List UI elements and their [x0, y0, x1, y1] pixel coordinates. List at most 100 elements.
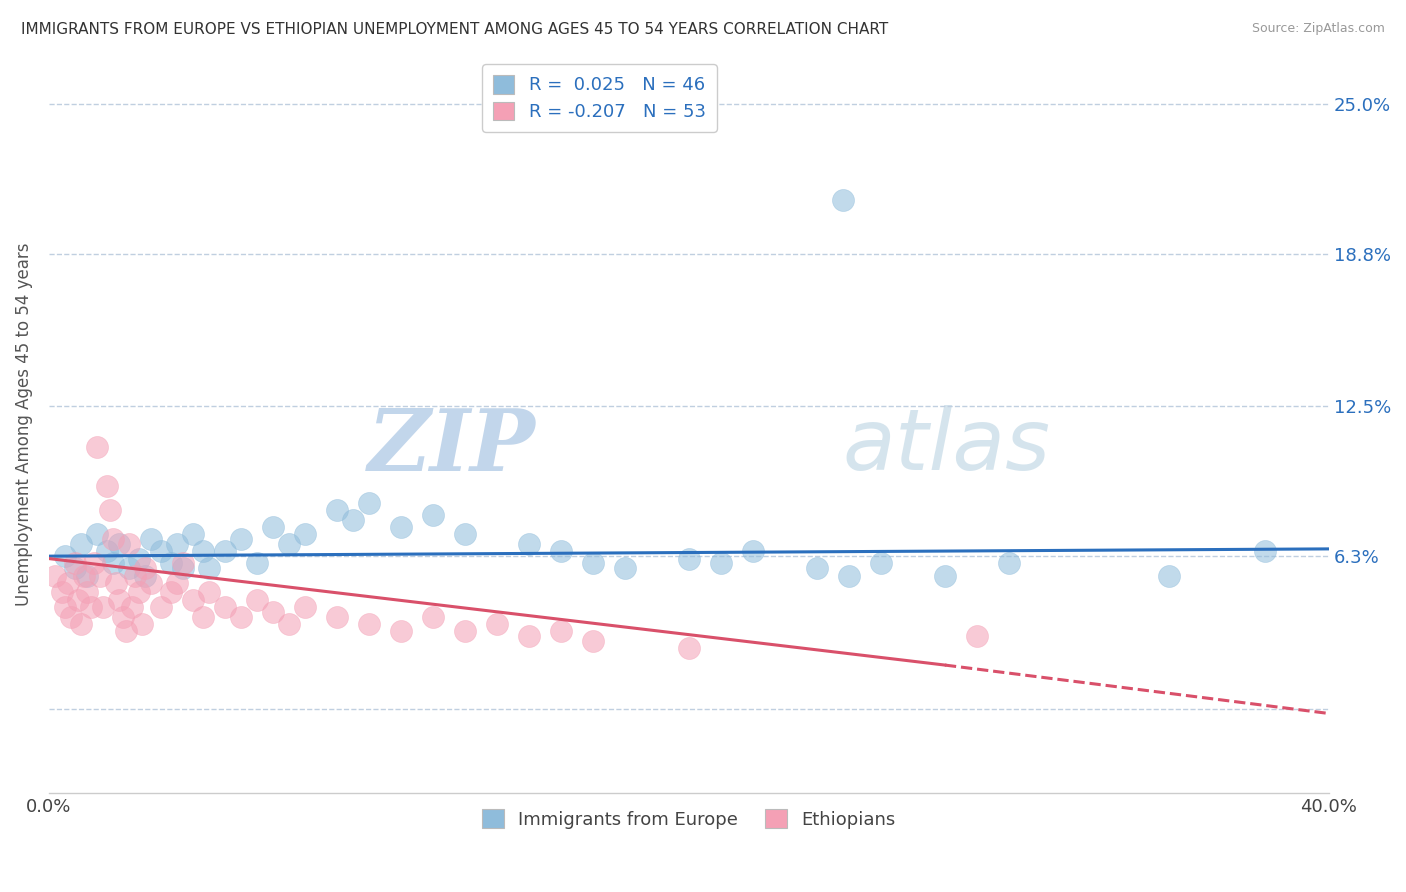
Point — [678, 641, 700, 656]
Point — [111, 609, 134, 624]
Point — [172, 557, 194, 571]
Point — [191, 609, 214, 624]
Point — [128, 551, 150, 566]
Point — [89, 568, 111, 582]
Point — [83, 557, 105, 571]
Point — [229, 609, 252, 624]
Point — [149, 599, 172, 614]
Point — [108, 592, 131, 607]
Point — [550, 544, 572, 558]
Point — [998, 557, 1021, 571]
Point — [70, 537, 93, 551]
Point — [101, 557, 124, 571]
Point — [454, 624, 477, 639]
Point — [166, 575, 188, 590]
Point — [114, 624, 136, 639]
Point — [582, 557, 605, 571]
Point — [44, 568, 66, 582]
Point — [159, 557, 181, 571]
Point — [93, 599, 115, 614]
Point — [149, 544, 172, 558]
Point — [121, 599, 143, 614]
Point — [870, 557, 893, 571]
Point — [422, 508, 444, 522]
Point — [86, 440, 108, 454]
Point — [582, 633, 605, 648]
Point — [73, 568, 96, 582]
Point — [966, 629, 988, 643]
Point — [1254, 544, 1277, 558]
Point — [51, 585, 73, 599]
Point — [134, 568, 156, 582]
Point — [278, 616, 301, 631]
Point — [262, 520, 284, 534]
Point — [422, 609, 444, 624]
Point — [246, 592, 269, 607]
Point — [76, 568, 98, 582]
Point — [326, 503, 349, 517]
Point — [517, 629, 540, 643]
Text: ZIP: ZIP — [367, 405, 536, 488]
Point — [131, 616, 153, 631]
Point — [159, 585, 181, 599]
Point — [181, 592, 204, 607]
Point — [98, 503, 121, 517]
Point — [96, 479, 118, 493]
Point — [198, 561, 221, 575]
Point — [678, 551, 700, 566]
Point — [550, 624, 572, 639]
Point — [66, 592, 89, 607]
Point — [172, 561, 194, 575]
Point — [53, 599, 76, 614]
Point — [191, 544, 214, 558]
Point — [831, 194, 853, 208]
Point — [1157, 568, 1180, 582]
Point — [326, 609, 349, 624]
Point — [86, 527, 108, 541]
Point — [76, 585, 98, 599]
Point — [79, 599, 101, 614]
Point — [128, 585, 150, 599]
Point — [124, 568, 146, 582]
Point — [934, 568, 956, 582]
Point — [294, 599, 316, 614]
Point — [181, 527, 204, 541]
Point — [105, 575, 128, 590]
Point — [742, 544, 765, 558]
Point — [278, 537, 301, 551]
Point — [294, 527, 316, 541]
Point — [806, 561, 828, 575]
Point — [613, 561, 636, 575]
Point — [166, 537, 188, 551]
Point — [454, 527, 477, 541]
Point — [101, 532, 124, 546]
Text: Source: ZipAtlas.com: Source: ZipAtlas.com — [1251, 22, 1385, 36]
Y-axis label: Unemployment Among Ages 45 to 54 years: Unemployment Among Ages 45 to 54 years — [15, 243, 32, 606]
Point — [118, 537, 141, 551]
Point — [357, 496, 380, 510]
Legend: Immigrants from Europe, Ethiopians: Immigrants from Europe, Ethiopians — [475, 802, 903, 836]
Point — [141, 532, 163, 546]
Point — [357, 616, 380, 631]
Point — [342, 513, 364, 527]
Point — [214, 544, 236, 558]
Point — [141, 575, 163, 590]
Point — [262, 605, 284, 619]
Text: IMMIGRANTS FROM EUROPE VS ETHIOPIAN UNEMPLOYMENT AMONG AGES 45 TO 54 YEARS CORRE: IMMIGRANTS FROM EUROPE VS ETHIOPIAN UNEM… — [21, 22, 889, 37]
Point — [53, 549, 76, 563]
Point — [517, 537, 540, 551]
Point — [229, 532, 252, 546]
Point — [96, 544, 118, 558]
Point — [838, 568, 860, 582]
Point — [134, 561, 156, 575]
Point — [389, 520, 412, 534]
Point — [214, 599, 236, 614]
Point — [108, 537, 131, 551]
Point — [485, 616, 508, 631]
Point — [118, 561, 141, 575]
Point — [56, 575, 79, 590]
Point — [70, 616, 93, 631]
Point — [710, 557, 733, 571]
Point — [389, 624, 412, 639]
Text: atlas: atlas — [842, 405, 1050, 488]
